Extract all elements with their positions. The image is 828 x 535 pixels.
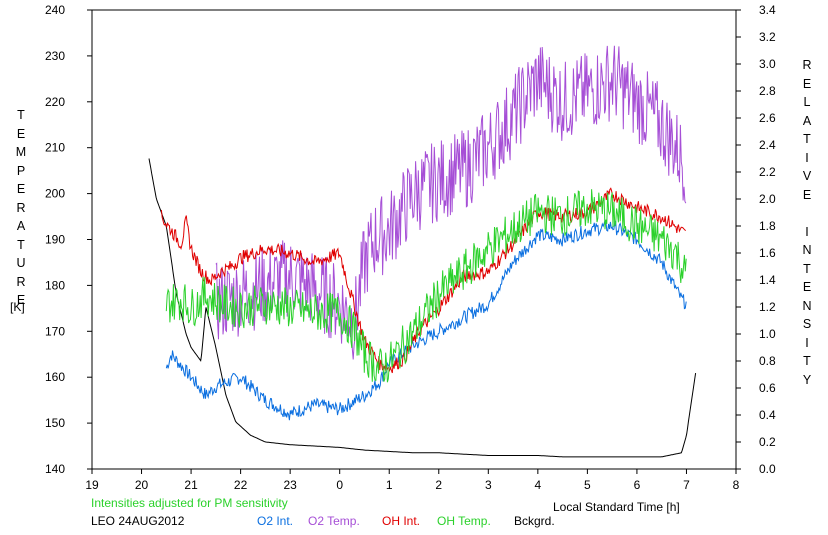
series-oh-temp [165, 189, 687, 383]
y-left-tick-label: 240 [45, 3, 65, 17]
axis-title-letter: N [802, 298, 812, 313]
y-left-tick-label: 170 [45, 324, 65, 338]
y-right-tick-label: 3.4 [759, 3, 776, 17]
axis-title-letter: I [805, 150, 809, 165]
axis-title-letter: E [802, 187, 812, 202]
axis-title-letter: S [802, 317, 812, 331]
y-left-tick-label: 210 [45, 141, 65, 155]
axis-title-letter: R [16, 274, 26, 289]
axis-title-letter [797, 204, 817, 223]
legend-o2-temp: O2 Temp. [308, 514, 360, 528]
x-tick-label: 6 [634, 478, 641, 492]
x-tick-label: 21 [184, 478, 198, 492]
axis-title-letter: T [17, 108, 25, 122]
axis-title-letter: E [16, 293, 26, 307]
y-axis-left-unit: [K] [10, 300, 25, 314]
axis-title-letter: A [802, 113, 812, 128]
axis-title-letter: T [803, 132, 811, 146]
axis-title-letter: V [802, 169, 812, 183]
y-left-tick-label: 180 [45, 278, 65, 292]
axis-title-letter: I [805, 335, 809, 350]
x-tick-label: 23 [283, 478, 297, 492]
legend-bckgrd: Bckgrd. [514, 514, 555, 528]
y-left-tick-label: 160 [45, 370, 65, 384]
x-tick-label: 5 [584, 478, 591, 492]
axis-title-letter: N [802, 243, 812, 257]
x-tick-label: 1 [386, 478, 393, 492]
x-tick-label: 2 [435, 478, 442, 492]
y-right-tick-label: 2.2 [759, 165, 776, 179]
x-tick-label: 3 [485, 478, 492, 492]
y-right-tick-label: 1.0 [759, 327, 776, 341]
y-left-tick-label: 150 [45, 416, 65, 430]
chart-title: LEO 24AUG2012 [91, 514, 185, 528]
axis-title-letter: E [802, 76, 812, 91]
y-right-tick-label: 1.6 [759, 246, 776, 260]
y-right-tick-label: 0.0 [759, 462, 776, 476]
y-right-tick-label: 2.0 [759, 192, 776, 206]
axis-title-letter: R [802, 58, 812, 72]
y-right-tick-label: 0.2 [759, 435, 776, 449]
x-tick-label: 19 [85, 478, 99, 492]
series-o2-int [165, 219, 687, 421]
axis-title-letter: E [802, 280, 812, 294]
x-tick-label: 7 [683, 478, 690, 492]
axis-title-letter: R [16, 200, 26, 215]
axis-title-letter: A [16, 219, 26, 233]
legend-oh-int: OH Int. [382, 514, 421, 528]
y-left-tick-label: 190 [45, 233, 65, 247]
axis-title-letter: P [16, 163, 26, 178]
x-tick-label: 22 [234, 478, 248, 492]
y-left-tick-label: 200 [45, 187, 65, 201]
axis-title-letter: Y [802, 372, 812, 387]
x-tick-label: 20 [135, 478, 149, 492]
axis-title-letter: E [16, 126, 26, 141]
y-right-tick-label: 2.6 [759, 111, 776, 125]
y-left-tick-label: 140 [45, 462, 65, 476]
y-right-tick-label: 1.8 [759, 219, 776, 233]
y-right-tick-label: 1.4 [759, 273, 776, 287]
y-right-tick-label: 2.8 [759, 84, 776, 98]
y-right-tick-label: 3.2 [759, 30, 776, 44]
axis-title-letter: T [17, 237, 25, 252]
axis-title-letter: T [803, 354, 811, 368]
y-right-tick-label: 1.2 [759, 300, 776, 314]
axis-title-letter: M [15, 145, 27, 159]
series-bckgrd [148, 158, 697, 458]
x-tick-label: 8 [733, 478, 740, 492]
x-tick-label: 0 [336, 478, 343, 492]
axis-title-letter: L [803, 95, 811, 109]
y-right-tick-label: 2.4 [759, 138, 776, 152]
legend-oh-temp: OH Temp. [437, 514, 491, 528]
x-axis-title: Local Standard Time [h] [553, 500, 680, 514]
sensitivity-note: Intensities adjusted for PM sensitivity [91, 496, 288, 510]
legend-o2-int: O2 Int. [257, 514, 294, 528]
y-right-tick-label: 0.6 [759, 381, 776, 395]
axis-title-letter: T [803, 261, 811, 276]
y-right-tick-label: 0.4 [759, 408, 776, 422]
series-o2-temp [215, 45, 687, 360]
axis-title-letter: I [805, 224, 809, 239]
x-tick-label: 4 [535, 478, 542, 492]
y-left-tick-label: 230 [45, 49, 65, 63]
y-right-tick-label: 0.8 [759, 354, 776, 368]
y-right-tick-label: 3.0 [759, 57, 776, 71]
y-left-tick-label: 220 [45, 95, 65, 109]
axis-title-letter: E [16, 182, 26, 196]
series-layer [148, 45, 697, 458]
axes-layer: 19 20 21 22 23 0 1 2 3 4 5 6 7 8140150160170180190200… [45, 3, 776, 492]
axis-title-letter: U [16, 256, 26, 270]
